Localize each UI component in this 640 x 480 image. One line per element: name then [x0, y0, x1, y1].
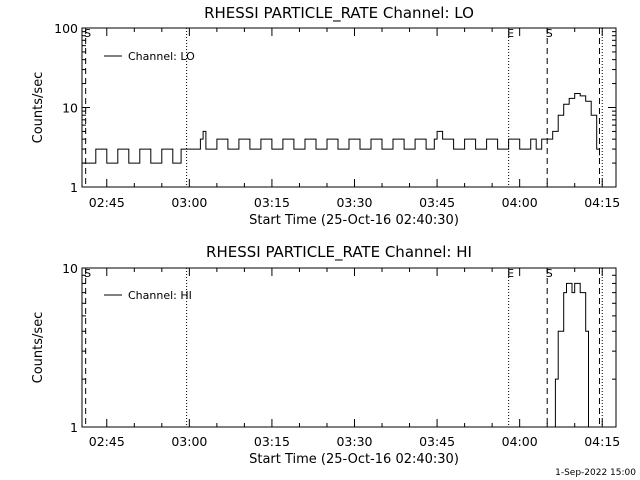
x-tick-label: 03:15: [254, 434, 290, 449]
event-marker-label: S: [546, 27, 553, 40]
chart-panel-1: RHESSI PARTICLE_RATE Channel: HI Counts/s…: [31, 243, 620, 467]
x-tick-label: 02:45: [89, 434, 125, 449]
y-tick-label: 1: [70, 180, 78, 195]
event-marker-label: S: [84, 27, 91, 40]
series-line-0: [82, 93, 600, 164]
y-axis-label: Counts/sec: [31, 312, 46, 384]
event-marker-label: E: [507, 27, 514, 40]
x-tick-label: 04:15: [584, 434, 620, 449]
x-tick-label: 03:45: [419, 434, 455, 449]
x-tick-label: 04:15: [584, 195, 620, 210]
y-axis-label: Counts/sec: [31, 72, 46, 144]
y-tick-label: 10: [62, 261, 78, 276]
chart-panel-0: RHESSI PARTICLE_RATE Channel: LO Counts/s…: [31, 4, 620, 228]
x-tick-label: 03:30: [336, 434, 372, 449]
y-tick-label: 10: [62, 101, 78, 116]
chart-title: RHESSI PARTICLE_RATE Channel: LO: [204, 4, 474, 23]
event-marker-label: S: [546, 267, 553, 280]
event-marker-label: E: [507, 267, 514, 280]
y-tick-label: 1: [70, 420, 78, 435]
y-tick-label: 100: [54, 21, 78, 36]
legend-entry: Channel: HI: [128, 289, 192, 302]
plot-frame: [81, 267, 617, 428]
x-tick-label: 03:45: [419, 195, 455, 210]
x-tick-label: 03:00: [171, 195, 207, 210]
footer-timestamp: 1-Sep-2022 15:00: [555, 468, 636, 478]
chart-title: RHESSI PARTICLE_RATE Channel: HI: [206, 243, 472, 262]
x-axis-label: Start Time (25-Oct-16 02:40:30): [249, 213, 459, 228]
x-tick-label: 03:15: [254, 195, 290, 210]
x-tick-label: 02:45: [89, 195, 125, 210]
x-tick-label: 03:30: [336, 195, 372, 210]
x-tick-label: 04:00: [502, 195, 538, 210]
x-axis-label: Start Time (25-Oct-16 02:40:30): [249, 452, 459, 467]
legend-entry: Channel: LO: [128, 50, 195, 63]
x-tick-label: 03:00: [171, 434, 207, 449]
x-tick-label: 04:00: [502, 434, 538, 449]
event-marker-label: S: [84, 267, 91, 280]
series-line-0: [552, 282, 589, 428]
